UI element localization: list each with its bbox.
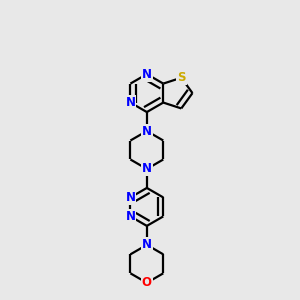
Text: O: O — [142, 276, 152, 289]
Text: N: N — [142, 238, 152, 251]
Text: N: N — [125, 191, 135, 204]
Text: N: N — [142, 124, 152, 137]
Text: S: S — [177, 71, 186, 84]
Text: N: N — [125, 96, 135, 109]
Text: N: N — [142, 68, 152, 81]
Text: N: N — [125, 210, 135, 223]
Text: N: N — [142, 163, 152, 176]
